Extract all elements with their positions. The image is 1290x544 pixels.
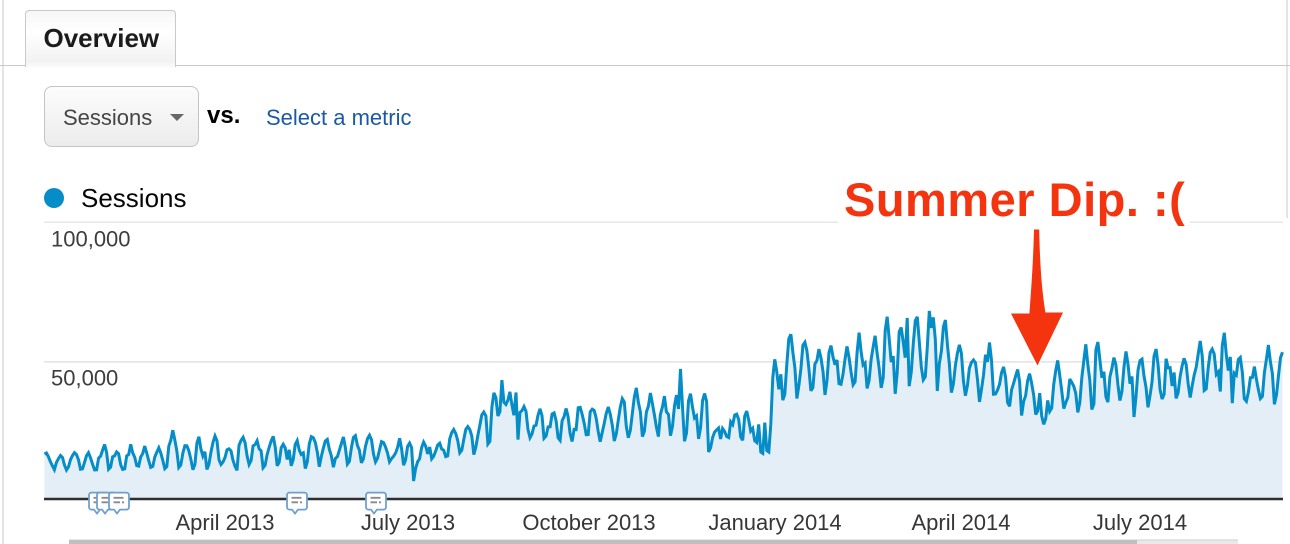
svg-text:April 2013: April 2013 [175,510,274,535]
svg-text:Summer Dip. :(: Summer Dip. :( [844,173,1185,226]
svg-text:October 2013: October 2013 [522,510,655,535]
svg-text:January 2014: January 2014 [708,510,841,535]
svg-text:April 2014: April 2014 [911,510,1010,535]
svg-text:50,000: 50,000 [51,366,118,391]
svg-text:100,000: 100,000 [51,227,131,252]
svg-text:July 2013: July 2013 [361,510,455,535]
svg-text:July 2014: July 2014 [1093,510,1187,535]
